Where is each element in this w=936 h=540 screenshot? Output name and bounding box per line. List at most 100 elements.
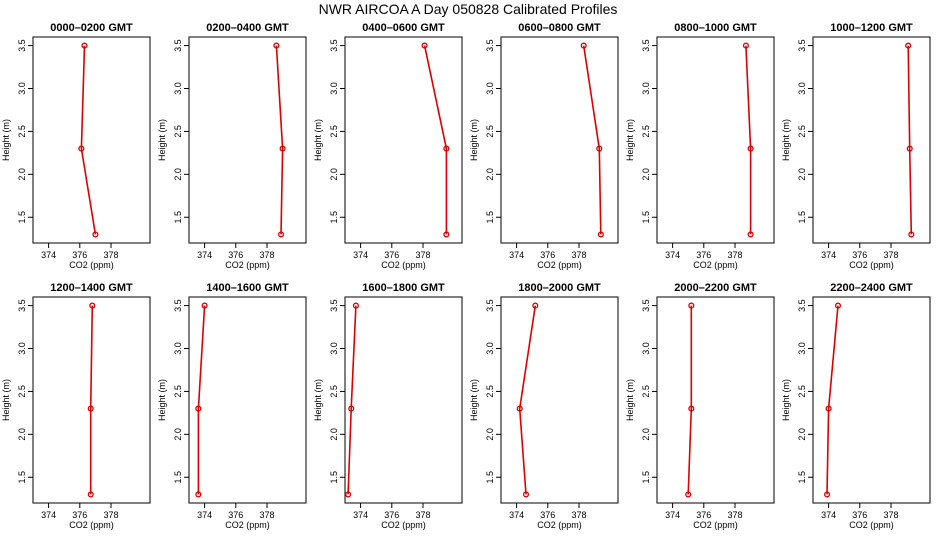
data-point bbox=[905, 42, 912, 49]
plot-frame bbox=[656, 296, 775, 504]
y-tick-label: 2.0 bbox=[173, 428, 183, 441]
data-point bbox=[825, 405, 832, 412]
x-tick-label: 376 bbox=[384, 250, 399, 260]
y-tick-label: 2.5 bbox=[797, 125, 807, 138]
panel-7: 1200–1400 GMT 374 376 378 1.5 2.0 2.5 3.0 3.5 CO2… bbox=[1, 282, 151, 530]
profile-line bbox=[275, 45, 284, 235]
y-tick-label: 2.0 bbox=[485, 168, 495, 181]
y-tick-label: 2.0 bbox=[797, 428, 807, 441]
y-tick-label: 3.0 bbox=[485, 82, 495, 95]
data-point bbox=[279, 145, 286, 152]
x-tick-label: 378 bbox=[259, 250, 274, 260]
x-tick-label: 376 bbox=[696, 510, 711, 520]
x-axis-label: CO2 (ppm) bbox=[693, 260, 738, 270]
y-axis-label: Height (m) bbox=[1, 379, 11, 421]
y-tick-label: 3.5 bbox=[797, 299, 807, 312]
panel-1: 0000–0200 GMT 374 376 378 1.5 2.0 2.5 3.0 3.5 CO2… bbox=[1, 22, 151, 270]
y-tick-label: 2.0 bbox=[485, 428, 495, 441]
plot-frame bbox=[188, 296, 307, 504]
plot-frame bbox=[32, 36, 151, 244]
data-point bbox=[87, 491, 94, 498]
y-tick-label: 3.5 bbox=[17, 39, 27, 52]
plot-frame bbox=[344, 296, 463, 504]
data-point bbox=[195, 491, 202, 498]
panel-title: 1400–1600 GMT bbox=[206, 282, 289, 294]
y-tick-label: 2.5 bbox=[173, 125, 183, 138]
y-tick-label: 3.0 bbox=[173, 342, 183, 355]
y-tick-label: 2.0 bbox=[17, 428, 27, 441]
y-tick-label: 3.0 bbox=[797, 342, 807, 355]
y-tick-label: 2.5 bbox=[641, 125, 651, 138]
x-tick-label: 378 bbox=[415, 510, 430, 520]
x-tick-label: 374 bbox=[821, 250, 836, 260]
x-axis-label: CO2 (ppm) bbox=[381, 260, 426, 270]
y-axis-label: Height (m) bbox=[1, 119, 11, 161]
panel-3: 0400–0600 GMT 374 376 378 1.5 2.0 2.5 3.0 3.5 CO2… bbox=[313, 22, 463, 270]
x-tick-label: 378 bbox=[727, 510, 742, 520]
profile-line bbox=[518, 305, 537, 495]
y-tick-label: 3.5 bbox=[173, 39, 183, 52]
profile-line bbox=[80, 45, 97, 235]
y-tick-label: 2.5 bbox=[329, 385, 339, 398]
panel-5: 0800–1000 GMT 374 376 378 1.5 2.0 2.5 3.0 3.5 CO2… bbox=[625, 22, 775, 270]
y-axis-label: Height (m) bbox=[469, 119, 479, 161]
profile-line bbox=[347, 305, 357, 495]
y-tick-label: 2.0 bbox=[797, 168, 807, 181]
y-tick-label: 3.0 bbox=[17, 342, 27, 355]
x-tick-label: 376 bbox=[72, 510, 87, 520]
y-tick-label: 1.5 bbox=[173, 211, 183, 224]
y-axis-label: Height (m) bbox=[781, 119, 791, 161]
data-point bbox=[742, 42, 749, 49]
x-tick-label: 378 bbox=[103, 510, 118, 520]
x-tick-label: 374 bbox=[821, 510, 836, 520]
panel-title: 1800–2000 GMT bbox=[518, 282, 601, 294]
x-tick-label: 374 bbox=[509, 510, 524, 520]
y-tick-label: 3.5 bbox=[485, 299, 495, 312]
x-axis-label: CO2 (ppm) bbox=[69, 520, 114, 530]
panel-title: 1000–1200 GMT bbox=[830, 22, 913, 34]
y-tick-label: 1.5 bbox=[641, 211, 651, 224]
y-tick-label: 3.5 bbox=[17, 299, 27, 312]
y-tick-label: 3.0 bbox=[641, 82, 651, 95]
profile-line bbox=[687, 305, 693, 495]
x-tick-label: 378 bbox=[883, 510, 898, 520]
y-tick-label: 2.5 bbox=[485, 385, 495, 398]
y-tick-label: 2.5 bbox=[17, 385, 27, 398]
plot-frame bbox=[344, 36, 463, 244]
y-tick-label: 3.5 bbox=[641, 39, 651, 52]
y-tick-label: 1.5 bbox=[641, 471, 651, 484]
x-tick-label: 378 bbox=[415, 250, 430, 260]
y-axis-label: Height (m) bbox=[625, 379, 635, 421]
x-tick-label: 374 bbox=[41, 510, 56, 520]
x-tick-label: 378 bbox=[103, 250, 118, 260]
panel-title: 2200–2400 GMT bbox=[830, 282, 913, 294]
y-axis-label: Height (m) bbox=[781, 379, 791, 421]
data-point bbox=[443, 231, 450, 238]
y-tick-label: 3.0 bbox=[485, 342, 495, 355]
y-tick-label: 2.0 bbox=[329, 428, 339, 441]
y-tick-label: 3.5 bbox=[485, 39, 495, 52]
data-point bbox=[532, 302, 539, 309]
plot-frame bbox=[188, 36, 307, 244]
data-point bbox=[908, 231, 915, 238]
x-axis-label: CO2 (ppm) bbox=[849, 260, 894, 270]
x-tick-label: 376 bbox=[540, 510, 555, 520]
panel-title: 2000–2200 GMT bbox=[674, 282, 757, 294]
x-tick-label: 374 bbox=[509, 250, 524, 260]
x-tick-label: 376 bbox=[852, 510, 867, 520]
y-tick-label: 1.5 bbox=[329, 471, 339, 484]
panel-grid: 0000–0200 GMT 374 376 378 1.5 2.0 2.5 3.0 3.5 CO2… bbox=[1, 22, 931, 530]
data-point bbox=[277, 231, 285, 238]
profile-line bbox=[423, 45, 448, 235]
panel-9: 1600–1800 GMT 374 376 378 1.5 2.0 2.5 3.0 3.5 CO2… bbox=[313, 282, 463, 530]
profile-line bbox=[582, 45, 602, 235]
y-tick-label: 2.0 bbox=[641, 168, 651, 181]
profile-line bbox=[197, 305, 206, 495]
x-tick-label: 376 bbox=[72, 250, 87, 260]
y-tick-label: 3.5 bbox=[329, 299, 339, 312]
x-tick-label: 378 bbox=[571, 250, 586, 260]
y-tick-label: 3.5 bbox=[797, 39, 807, 52]
x-tick-label: 376 bbox=[228, 250, 243, 260]
data-point bbox=[597, 231, 604, 238]
